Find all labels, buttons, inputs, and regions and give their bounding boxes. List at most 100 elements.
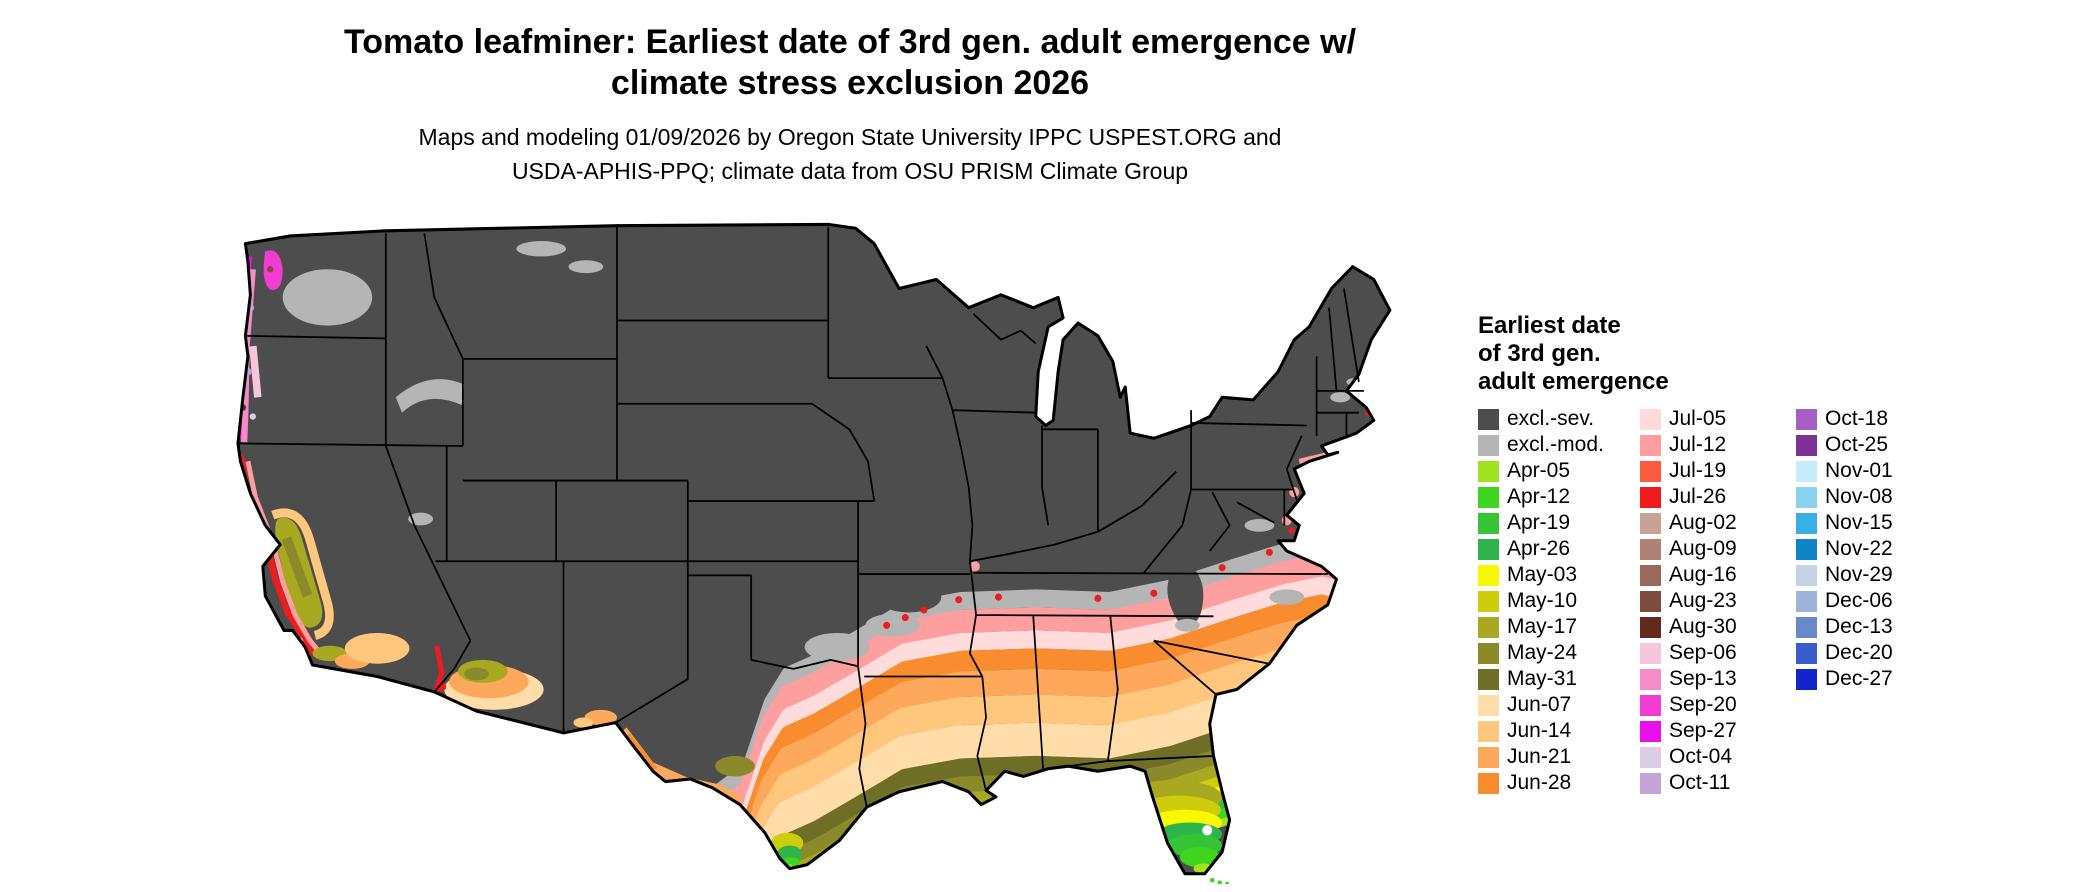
band-Jun-21	[599, 615, 1368, 874]
legend-swatch	[1478, 668, 1499, 690]
legend-label: Nov-01	[1825, 459, 1893, 482]
legend-swatch	[1796, 486, 1817, 508]
legend-label: Sep-20	[1669, 693, 1737, 716]
legend-label: May-03	[1507, 563, 1578, 586]
legend-label: Aug-09	[1669, 537, 1737, 560]
legend-swatch	[1796, 590, 1817, 612]
band-Jun-14	[599, 640, 1369, 874]
legend-label: Jun-14	[1507, 719, 1572, 742]
legend-item-May-10: May-10	[1478, 588, 1640, 614]
legend-label: Oct-25	[1825, 433, 1889, 456]
legend-label: Dec-06	[1825, 589, 1893, 612]
us-map-svg	[236, 222, 1392, 884]
legend-heading-line3: adult emergence	[1478, 368, 1669, 395]
western-lowland-patches	[282, 241, 1362, 662]
legend-label: Jul-26	[1669, 485, 1727, 508]
lake-okeechobee	[1202, 825, 1213, 836]
legend-label: Oct-18	[1825, 407, 1889, 430]
legend-label: Sep-27	[1669, 719, 1737, 742]
legend-label: Apr-05	[1507, 459, 1571, 482]
legend-swatch	[1478, 408, 1499, 430]
legend-swatch	[1796, 642, 1817, 664]
legend-swatch	[1640, 668, 1661, 690]
legend-item-Nov-22: Nov-22	[1796, 536, 1946, 562]
legend-item-Oct-11: Oct-11	[1640, 770, 1796, 796]
state-borders	[237, 226, 1364, 808]
legend-label: Aug-23	[1669, 589, 1737, 612]
florida-keys	[1209, 877, 1230, 884]
southwest-desert-patches	[437, 659, 617, 728]
legend-swatch	[1640, 616, 1661, 638]
legend-item-Nov-29: Nov-29	[1796, 562, 1946, 588]
legend-label: Dec-27	[1825, 667, 1893, 690]
legend-swatch	[1640, 746, 1661, 768]
us-choropleth-map	[228, 218, 1421, 884]
legend-label: Oct-11	[1669, 771, 1731, 794]
legend-item-Nov-01: Nov-01	[1796, 458, 1946, 484]
map-subtitle-line2: USDA-APHIS-PPQ; climate data from OSU PR…	[511, 158, 1189, 184]
map-title: Tomato leafminer: Earliest date of 3rd g…	[0, 22, 1700, 104]
legend-swatch	[1640, 772, 1661, 794]
legend-label: Jun-28	[1507, 771, 1572, 794]
legend-label: Jun-21	[1507, 745, 1572, 768]
legend-swatch	[1796, 434, 1817, 456]
legend-item-Aug-30: Aug-30	[1640, 614, 1796, 640]
legend-swatch	[1796, 408, 1817, 430]
map-title-line2: climate stress exclusion 2026	[610, 64, 1090, 102]
legend-swatch	[1478, 434, 1499, 456]
legend-item-Aug-09: Aug-09	[1640, 536, 1796, 562]
legend-item-Dec-06: Dec-06	[1796, 588, 1946, 614]
legend-item-Dec-27: Dec-27	[1796, 666, 1946, 692]
legend-swatch	[1640, 486, 1661, 508]
legend-swatch	[1796, 616, 1817, 638]
legend-swatch	[1478, 512, 1499, 534]
map-subtitle-line1: Maps and modeling 01/09/2026 by Oregon S…	[418, 124, 1282, 150]
legend-column-1: excl.-sev. excl.-mod. Apr-05 Apr-12 Apr-19 Ap…	[1478, 406, 1640, 796]
legend-label: Dec-13	[1825, 615, 1893, 638]
legend-item-Nov-15: Nov-15	[1796, 510, 1946, 536]
legend-swatch	[1640, 642, 1661, 664]
map-fill-layers	[237, 224, 1390, 874]
legend-item-May-31: May-31	[1478, 666, 1640, 692]
legend-label: Apr-26	[1507, 537, 1571, 560]
legend-item-Aug-16: Aug-16	[1640, 562, 1796, 588]
legend-label: Dec-20	[1825, 641, 1893, 664]
legend-item-Jul-26: Jul-26	[1640, 484, 1796, 510]
legend-label: Aug-16	[1669, 563, 1737, 586]
legend-item-excl-mod-: excl.-mod.	[1478, 432, 1640, 458]
legend-swatch	[1478, 616, 1499, 638]
legend-swatch	[1796, 460, 1817, 482]
map-subtitle: Maps and modeling 01/09/2026 by Oregon S…	[0, 120, 1700, 188]
legend-swatch	[1640, 434, 1661, 456]
legend-label: Nov-29	[1825, 563, 1893, 586]
legend-swatch	[1478, 720, 1499, 742]
legend-item-Oct-18: Oct-18	[1796, 406, 1946, 432]
florida-patches	[1122, 780, 1223, 874]
legend-item-Sep-13: Sep-13	[1640, 666, 1796, 692]
legend-swatch	[1640, 460, 1661, 482]
legend-item-Jun-21: Jun-21	[1478, 744, 1640, 770]
legend-swatch	[1640, 590, 1661, 612]
legend-item-Dec-13: Dec-13	[1796, 614, 1946, 640]
legend-swatch	[1478, 538, 1499, 560]
legend-item-May-17: May-17	[1478, 614, 1640, 640]
legend-swatch	[1796, 512, 1817, 534]
legend-label: May-10	[1507, 589, 1578, 612]
legend-swatch	[1796, 668, 1817, 690]
legend-swatch	[1796, 538, 1817, 560]
legend-swatch	[1640, 538, 1661, 560]
legend-item-Oct-04: Oct-04	[1640, 744, 1796, 770]
legend-label: Jul-05	[1669, 407, 1727, 430]
legend-swatch	[1796, 564, 1817, 586]
legend-item-excl-sev-: excl.-sev.	[1478, 406, 1640, 432]
legend-swatch	[1478, 642, 1499, 664]
legend-item-May-24: May-24	[1478, 640, 1640, 666]
legend-swatch	[1640, 720, 1661, 742]
legend-label: Jul-19	[1669, 459, 1727, 482]
legend-label: May-24	[1507, 641, 1578, 664]
legend-item-Aug-02: Aug-02	[1640, 510, 1796, 536]
legend-column-2: Jul-05 Jul-12 Jul-19 Jul-26 Aug-02 Aug-09 Aug-…	[1640, 406, 1796, 796]
legend-heading-line2: of 3rd gen.	[1478, 340, 1601, 367]
legend-item-Sep-27: Sep-27	[1640, 718, 1796, 744]
